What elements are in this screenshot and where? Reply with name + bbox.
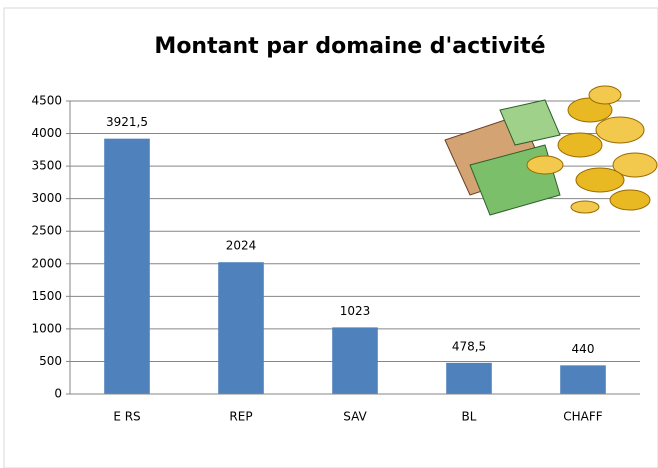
coin (596, 117, 644, 143)
coin (558, 133, 602, 157)
bar (446, 363, 492, 394)
value-label: 440 (572, 342, 595, 356)
y-tick-label: 3000 (31, 191, 62, 205)
x-tick-label: E RS (113, 410, 140, 424)
x-tick-label: BL (462, 410, 477, 424)
y-tick-label: 1000 (31, 321, 62, 335)
y-tick-label: 4000 (31, 126, 62, 140)
y-tick-label: 500 (39, 354, 62, 368)
coin (576, 168, 624, 192)
chart-title: Montant par domaine d'activité (154, 34, 545, 59)
value-label: 3921,5 (106, 115, 148, 129)
x-tick-label: REP (229, 410, 252, 424)
y-tick-label: 3500 (31, 159, 62, 173)
y-tick-label: 0 (54, 387, 62, 401)
page: Montant par domaine d'activité 0 500 1000 1… (0, 0, 658, 468)
coin (571, 201, 599, 213)
x-tick-label: CHAFF (563, 410, 603, 424)
bar (104, 139, 150, 394)
y-tick-label: 2500 (31, 224, 62, 238)
x-tick-label: SAV (343, 410, 367, 424)
bar (218, 262, 264, 394)
coin (589, 86, 621, 104)
y-tick-label: 1500 (31, 289, 62, 303)
bar (560, 365, 606, 394)
y-tick-label: 2000 (31, 256, 62, 270)
y-tick-label: 4500 (31, 94, 62, 108)
background (0, 0, 658, 468)
chart: Montant par domaine d'activité 0 500 1000 1… (0, 0, 658, 468)
bar (332, 327, 378, 394)
value-label: 478,5 (452, 339, 486, 353)
value-label: 1023 (340, 304, 371, 318)
coin (527, 156, 563, 174)
coin (610, 190, 650, 210)
value-label: 2024 (226, 239, 257, 253)
